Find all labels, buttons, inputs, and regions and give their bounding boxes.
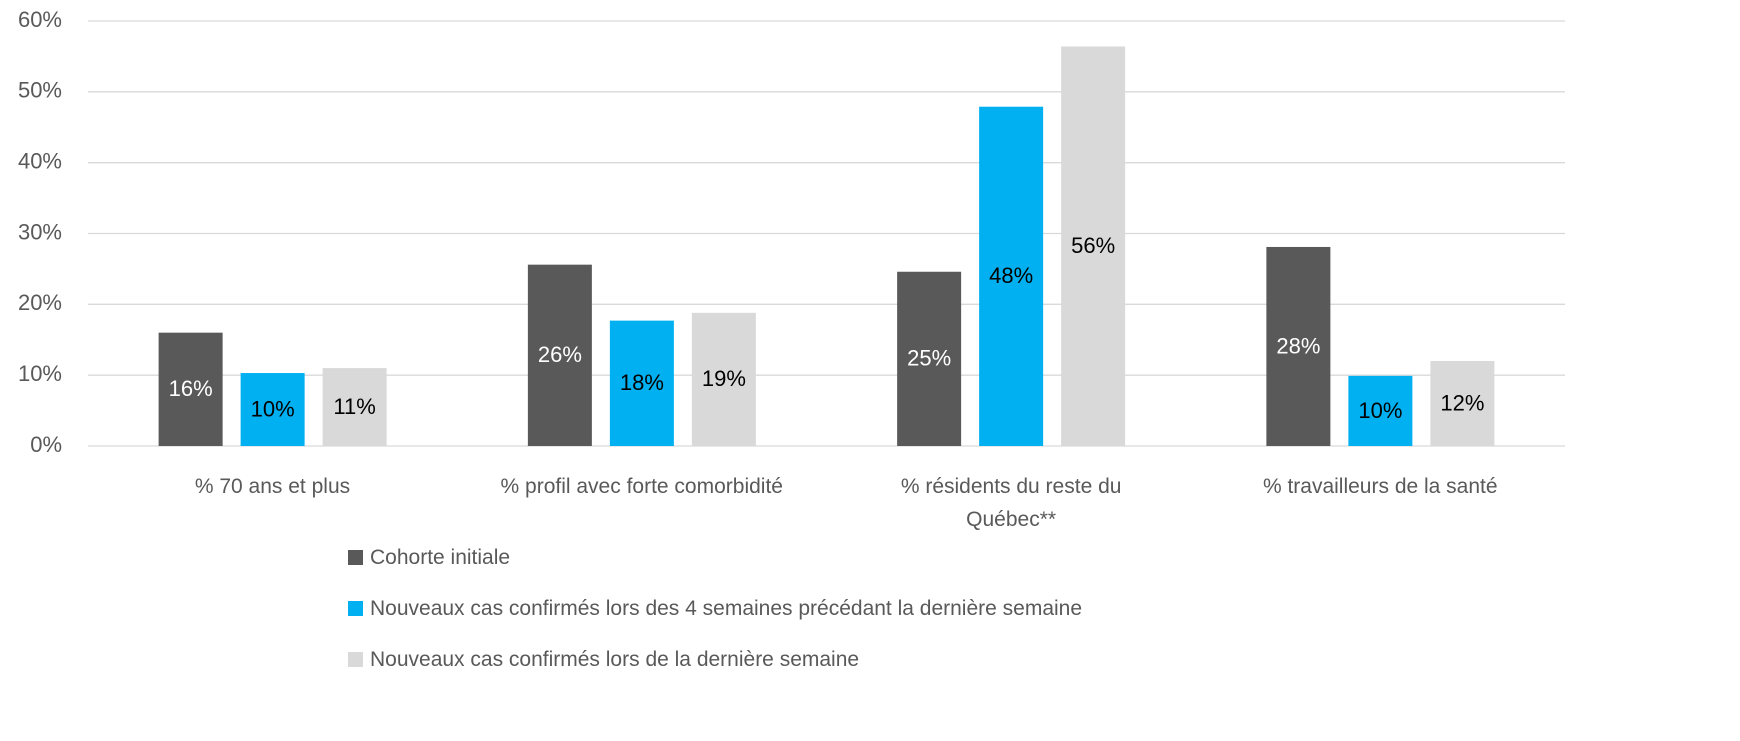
legend-item: Cohorte initiale [348, 543, 510, 573]
data-label: 26% [538, 342, 582, 367]
legend-label: Cohorte initiale [370, 546, 511, 569]
data-label: 19% [702, 366, 746, 391]
data-label: 18% [620, 370, 664, 395]
data-label: 16% [169, 376, 213, 401]
data-label: 12% [1440, 390, 1484, 415]
bar [897, 271, 962, 446]
bar [979, 106, 1044, 446]
legend-item: Nouveaux cas confirmés lors des 4 semain… [348, 594, 1082, 624]
x-tick-label: % résidents du reste du Québec** [900, 475, 1122, 531]
bar [1348, 375, 1413, 446]
legend-swatch [348, 652, 363, 667]
y-tick-label: 20% [18, 290, 62, 315]
y-tick-label: 40% [18, 148, 62, 173]
bar [158, 332, 223, 446]
data-label: 10% [1358, 398, 1402, 423]
y-tick-label: 30% [18, 219, 62, 244]
data-label: 48% [989, 263, 1033, 288]
data-label: 28% [1276, 333, 1320, 358]
y-tick-label: 50% [18, 78, 62, 103]
bar [1266, 246, 1331, 446]
bar [527, 264, 592, 446]
y-tick-label: 60% [18, 7, 62, 32]
data-label: 25% [907, 346, 951, 371]
bar [691, 312, 756, 446]
y-tick-label: 0% [30, 432, 62, 457]
bar [1061, 46, 1126, 446]
bar [609, 320, 674, 446]
bar [322, 368, 387, 446]
x-tick-label: % travailleurs de la santé [1262, 475, 1498, 498]
legend-label: Nouveaux cas confirmés lors de la derniè… [370, 648, 860, 671]
x-tick-label: % profil avec forte comorbidité [500, 475, 783, 498]
data-label: 11% [333, 394, 375, 419]
bar [240, 373, 305, 446]
data-label: 10% [251, 396, 295, 421]
bar [1430, 361, 1495, 446]
y-tick-label: 10% [18, 361, 62, 386]
x-tick-label: % 70 ans et plus [194, 475, 351, 498]
data-label: 56% [1071, 233, 1115, 258]
legend-swatch [348, 601, 363, 616]
legend-label: Nouveaux cas confirmés lors des 4 semain… [370, 597, 1083, 620]
legend-swatch [348, 550, 363, 565]
legend-item: Nouveaux cas confirmés lors de la derniè… [348, 645, 859, 675]
